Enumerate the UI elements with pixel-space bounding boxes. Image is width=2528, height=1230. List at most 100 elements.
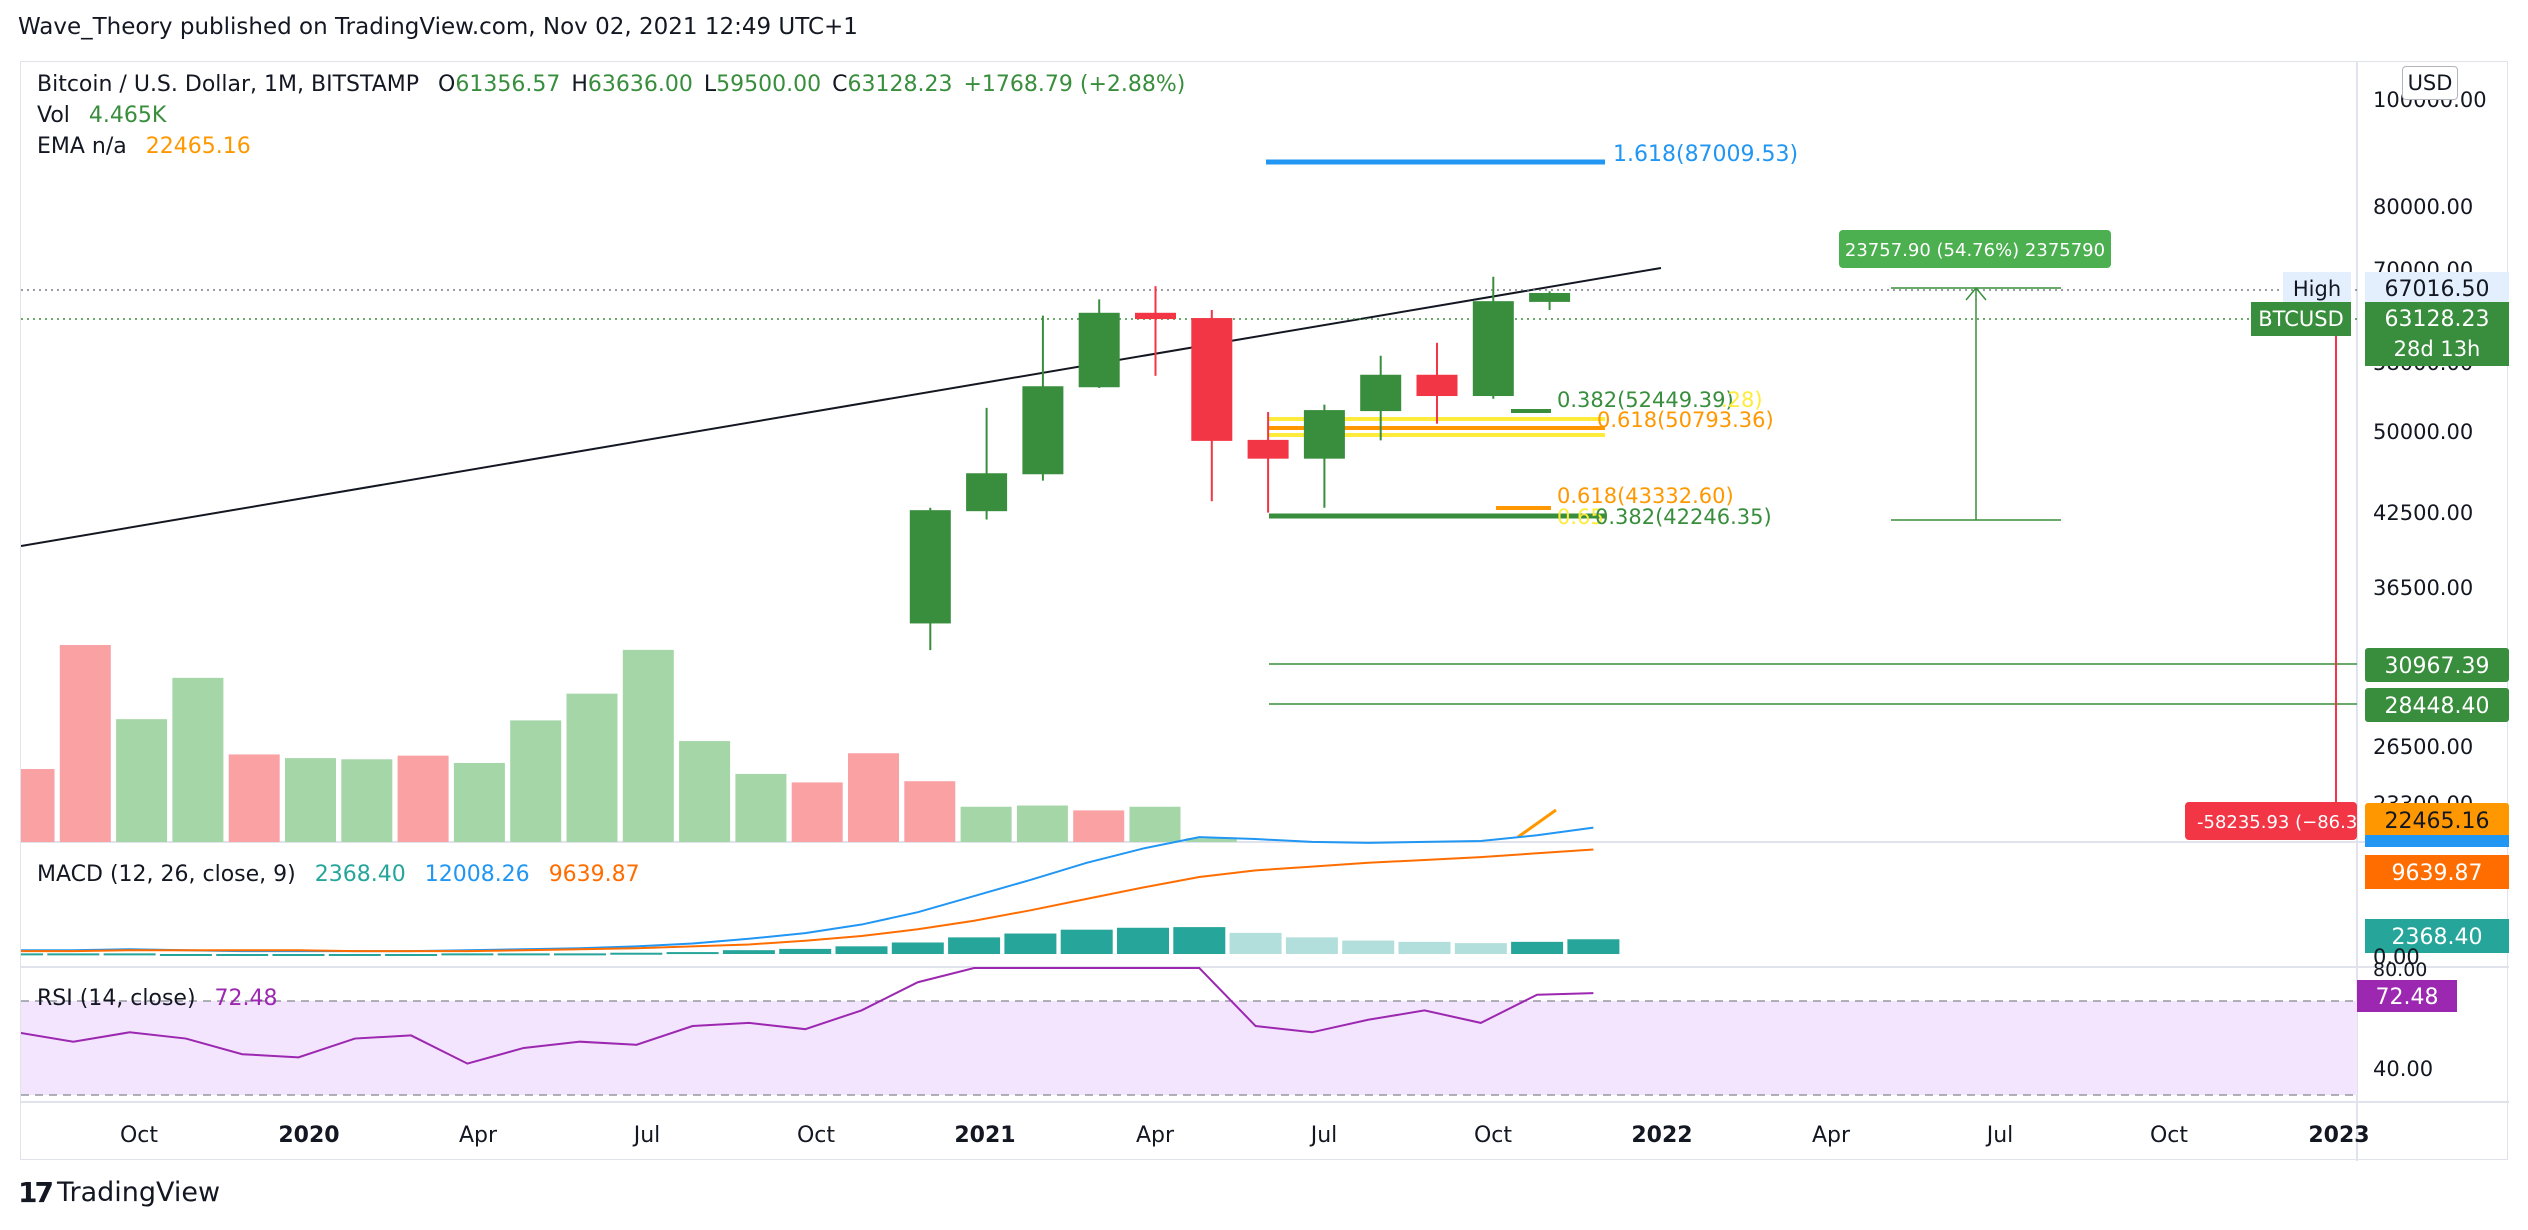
change-value: +1768.79 (+2.88%) <box>963 72 1186 97</box>
volume-bar <box>59 645 111 842</box>
time-tick: Oct <box>120 1123 158 1148</box>
volume-bar <box>228 754 280 842</box>
time-tick: 2023 <box>2308 1123 2369 1148</box>
macd-hist-bar <box>666 952 719 955</box>
candle-body <box>1135 312 1176 320</box>
candle <box>1529 291 1571 310</box>
volume-bar <box>791 782 843 842</box>
volume-bar <box>1185 838 1237 842</box>
macd-signal-line <box>21 848 1594 953</box>
symbol-legend: Bitcoin / U.S. Dollar, 1M, BITSTAMP O613… <box>37 72 1189 97</box>
candle-body <box>966 473 1008 512</box>
macd-hist-bar <box>328 954 381 956</box>
macd-label: MACD (12, 26, close, 9) <box>37 862 296 887</box>
volume-bar <box>622 649 674 842</box>
macd-hist-bar <box>272 954 325 956</box>
macd-hist-bar <box>103 953 156 956</box>
volume-bar <box>21 769 55 842</box>
candle-body <box>1078 312 1120 388</box>
volume-bar <box>116 719 168 842</box>
time-tick: Apr <box>1812 1123 1851 1148</box>
volume-bar <box>904 781 956 842</box>
currency-button[interactable]: USD <box>2402 66 2458 100</box>
macd-hist-bar <box>722 950 775 954</box>
time-tick: Apr <box>1136 1123 1175 1148</box>
level-30967-label: 30967.39 <box>2385 654 2490 679</box>
high-value: 63636.00 <box>587 72 693 97</box>
symbol-title: Bitcoin / U.S. Dollar, 1M, BITSTAMP <box>37 72 420 97</box>
macd-signal-axis-label: 9639.87 <box>2392 861 2483 886</box>
rsi-line <box>21 967 1594 1065</box>
time-tick: Jul <box>1309 1123 1338 1148</box>
open-value: 61356.57 <box>455 72 561 97</box>
close-value: 63128.23 <box>847 72 953 97</box>
fib-1618-label: 1.618(87009.53) <box>1613 142 1798 167</box>
macd-hist-bar <box>610 952 663 955</box>
candle-body <box>1303 410 1345 459</box>
macd-hist-bar <box>441 953 494 956</box>
volume-bar <box>510 720 562 842</box>
rsi-legend: RSI (14, close) 72.48 <box>37 986 282 1011</box>
macd-hist-bar <box>1285 937 1338 954</box>
macd-line <box>21 826 1594 953</box>
candle <box>1078 299 1120 388</box>
macd-hist-bar <box>1117 927 1169 954</box>
candle <box>1247 411 1289 513</box>
volume-bar <box>566 693 618 842</box>
candle <box>1416 342 1458 424</box>
rsi-band <box>21 1001 2357 1095</box>
tradingview-logo: 17 TradingView <box>18 1176 220 1209</box>
price-tick: 80000.00 <box>2373 195 2473 219</box>
level-28448-box <box>2365 688 2509 722</box>
macd-hist-bar <box>1398 941 1451 954</box>
volume-bar <box>172 677 224 842</box>
candle-body <box>1022 386 1064 475</box>
low-label: L <box>703 72 717 97</box>
fib-0618b-label: 0.618(43332.60) <box>1557 484 1734 508</box>
volume-bar <box>1073 810 1125 842</box>
level-30967-box <box>2365 648 2509 682</box>
last-tag-label: BTCUSD <box>2258 307 2344 331</box>
volume-bar <box>960 806 1012 842</box>
candle <box>966 407 1008 520</box>
rsi-axis-box <box>2357 980 2457 1012</box>
candle <box>1360 355 1402 441</box>
macd-hist-bar <box>1060 929 1113 954</box>
ema-value: 22465.16 <box>145 134 251 159</box>
time-tick: Jul <box>632 1123 661 1148</box>
volume-bar <box>679 741 731 842</box>
rsi-mid-tick: 40.00 <box>2373 1057 2433 1081</box>
candle <box>1135 286 1176 376</box>
candle <box>1191 309 1233 502</box>
fib-partial-label: .28) <box>1721 388 1763 412</box>
tv-logo-icon: 17 <box>18 1176 54 1209</box>
candle-body <box>1191 318 1233 441</box>
fib-065-label: 0.65 <box>1557 505 1604 529</box>
brand-text: TradingView <box>56 1177 221 1208</box>
ema-line <box>1517 808 1557 839</box>
macd-signal-axis-box <box>2365 855 2509 889</box>
candle-body <box>1472 301 1514 397</box>
price-tick: 42500.00 <box>2373 501 2473 525</box>
chart-canvas[interactable]: 1.618(87009.53)0.382(52449.39).28)0.618(… <box>21 62 2509 1161</box>
macd-hist-bar <box>1004 933 1057 954</box>
macd-hist-bar <box>1567 939 1620 954</box>
volume-bar <box>285 758 336 842</box>
chart-frame[interactable]: 1.618(87009.53) 0.382(52449.39) .28) 0.618(… <box>20 61 2509 1161</box>
macd-hist-bar <box>779 948 832 954</box>
time-tick: Jul <box>1985 1123 2014 1148</box>
ema-axis-box <box>2365 803 2509 837</box>
volume-bar <box>848 753 899 842</box>
level-28448-label: 28448.40 <box>2385 694 2490 719</box>
time-tick: Apr <box>459 1123 498 1148</box>
macd-hist-bar <box>1173 927 1226 954</box>
high-axis-box <box>2365 272 2509 306</box>
price-tick: 26500.00 <box>2373 735 2473 759</box>
ema-legend: EMA n/a 22465.16 <box>37 134 255 159</box>
fib-0382b-label: 0.382(42246.35) <box>1595 505 1772 529</box>
volume-bar <box>341 759 393 842</box>
rsi-partial-tick: 80.00 <box>2373 959 2427 981</box>
candle <box>1303 404 1345 508</box>
last-tag-box <box>2251 302 2351 336</box>
volume-bar <box>1129 806 1181 842</box>
